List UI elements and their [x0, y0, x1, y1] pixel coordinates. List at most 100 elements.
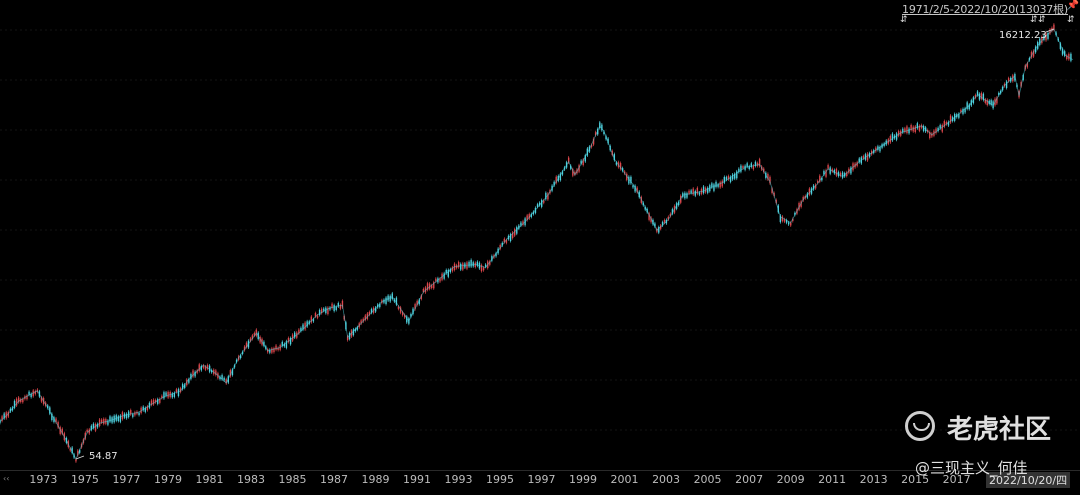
candle-body: [1066, 55, 1068, 60]
candle-body: [71, 447, 73, 453]
scroll-left-icon[interactable]: ‹‹: [3, 474, 10, 483]
candle-body: [310, 316, 313, 323]
candle-body: [157, 399, 159, 404]
candle-body: [484, 264, 487, 267]
candle-body: [78, 450, 81, 453]
candle-body: [476, 261, 479, 266]
candle-body: [335, 306, 337, 310]
candle-body: [781, 216, 784, 222]
candle-body: [829, 167, 831, 174]
candle-body: [57, 422, 59, 428]
candle-body: [331, 303, 333, 309]
candle-body: [650, 217, 652, 223]
candle-body: [935, 128, 937, 134]
candle-body: [385, 297, 387, 304]
candle-body: [15, 398, 18, 406]
candle-body: [223, 377, 225, 381]
candle-body: [661, 222, 664, 226]
candle-body: [835, 169, 838, 176]
tiger-logo-icon: [905, 411, 935, 441]
candle-body: [607, 138, 609, 144]
candle-body: [603, 131, 605, 135]
candle-body: [489, 261, 491, 265]
event-marker-icon[interactable]: ⇵: [1030, 15, 1038, 25]
x-axis-line: [0, 470, 1080, 471]
candle-body: [298, 329, 300, 334]
candle-body: [495, 253, 497, 257]
candle-body: [177, 389, 180, 396]
candle-body: [522, 221, 524, 225]
candle-body: [241, 351, 244, 354]
x-tick-label: 2017: [942, 473, 971, 486]
candle-body: [561, 171, 564, 175]
candle-body: [1059, 43, 1062, 50]
x-tick-label: 1973: [29, 473, 58, 486]
pin-icon[interactable]: 📌: [1066, 0, 1079, 11]
candle-body: [632, 185, 634, 188]
candle-body: [356, 327, 358, 330]
candle-body: [69, 448, 71, 451]
candle-body: [480, 264, 483, 272]
candle-body: [516, 227, 518, 234]
candle-body: [543, 200, 545, 203]
candle-body: [435, 278, 437, 282]
candle-body: [929, 131, 931, 139]
candle-body: [713, 184, 715, 191]
candle-body: [150, 400, 153, 405]
candle-body: [387, 295, 389, 301]
event-marker-icon[interactable]: ⇵: [900, 15, 908, 25]
candle-body: [219, 376, 221, 380]
candle-body: [323, 308, 325, 311]
candle-body: [792, 218, 794, 222]
candle-body: [451, 267, 454, 272]
candle-body: [77, 450, 79, 456]
candle-body: [17, 397, 20, 403]
candle-body: [908, 128, 910, 134]
candle-body: [383, 299, 385, 303]
candle-body: [208, 365, 211, 372]
candle-body: [920, 125, 923, 128]
candle-body: [362, 318, 364, 322]
candle-body: [1063, 51, 1066, 56]
candle-body: [130, 410, 132, 415]
candle-body: [339, 304, 342, 309]
candle-body: [831, 169, 833, 172]
candle-body: [86, 429, 88, 432]
candle-body: [401, 312, 404, 316]
candle-body: [630, 176, 632, 184]
candle-body: [570, 165, 572, 169]
candle-body: [814, 184, 817, 189]
candle-body: [748, 166, 750, 169]
candle-body: [34, 391, 36, 395]
candle-body: [671, 209, 674, 214]
candle-body: [702, 186, 705, 194]
candle-body: [204, 366, 207, 370]
candle-body: [866, 153, 869, 161]
candle-body: [253, 333, 256, 336]
event-marker-icon[interactable]: ⇵: [1038, 15, 1046, 25]
candle-body: [1041, 36, 1043, 44]
max-value-label: 16212.23: [999, 30, 1047, 41]
candle-body: [802, 196, 804, 201]
candle-body: [470, 259, 472, 267]
candle-body: [53, 417, 55, 423]
candle-body: [406, 316, 408, 323]
x-tick-label: 1981: [195, 473, 224, 486]
event-marker-icon[interactable]: ⇵: [1067, 15, 1075, 25]
candle-body: [846, 172, 848, 176]
candle-body: [686, 193, 688, 198]
candle-body: [20, 399, 22, 403]
candle-body: [1, 416, 3, 421]
candle-body: [520, 222, 522, 226]
candle-body: [941, 124, 943, 132]
candle-body: [626, 173, 628, 180]
candle-body: [958, 113, 960, 118]
candle-body: [468, 261, 470, 267]
candle-body: [808, 188, 811, 195]
date-range-label: 1971/2/5-2022/10/20(13037根): [902, 3, 1068, 16]
candles: [0, 23, 1072, 463]
candle-body: [397, 306, 400, 309]
candle-body: [962, 108, 964, 114]
candle-body: [179, 388, 182, 392]
